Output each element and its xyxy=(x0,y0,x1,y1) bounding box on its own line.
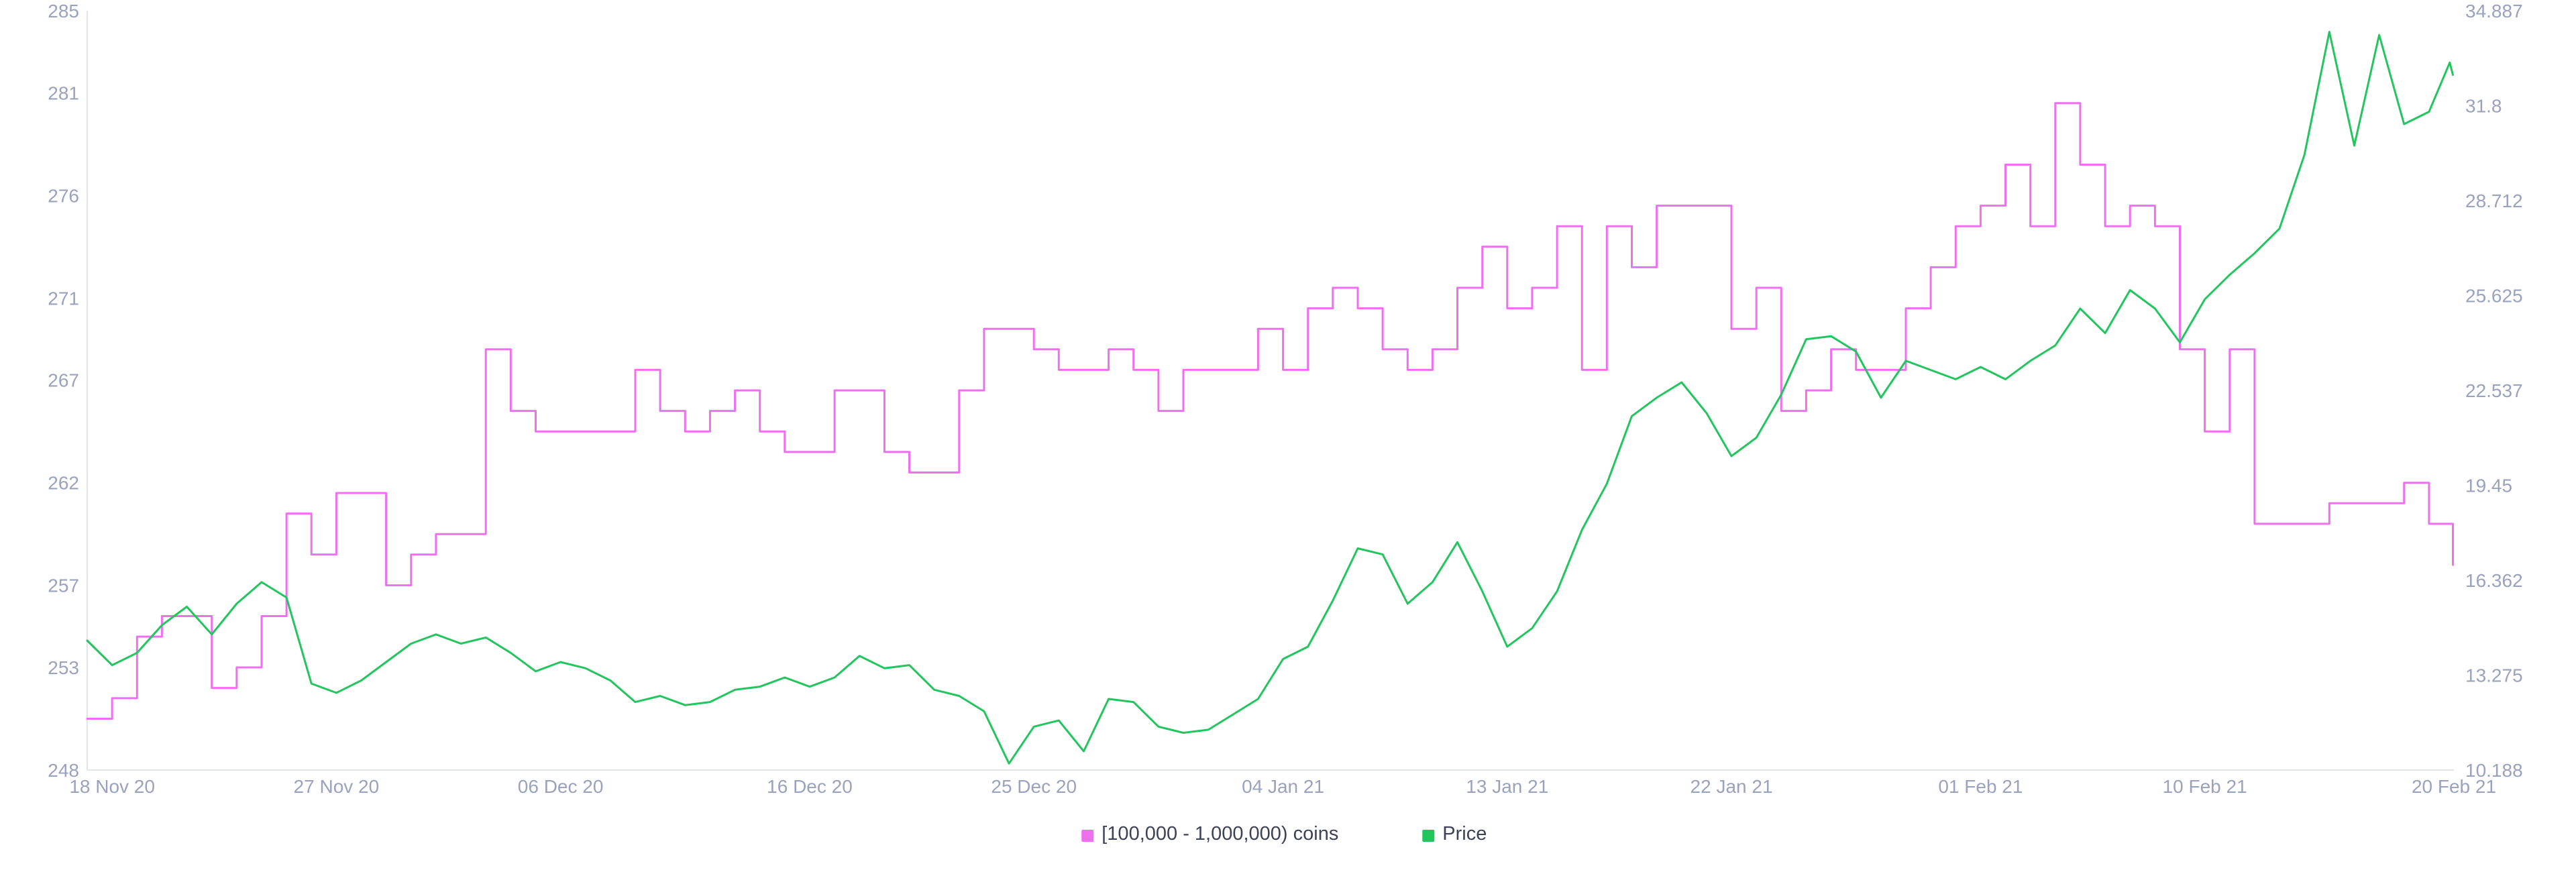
left-axis-tick-labels: 248 253 257 262 267 271 276 281 285 xyxy=(48,1,79,781)
right-tick-label: 31.8 xyxy=(2465,95,2502,116)
right-tick-label: 22.537 xyxy=(2465,380,2523,401)
left-tick-label: 248 xyxy=(48,760,79,781)
left-tick-label: 271 xyxy=(48,288,79,309)
x-tick-label: 01 Feb 21 xyxy=(1938,776,2023,797)
right-tick-label: 25.625 xyxy=(2465,285,2523,306)
left-tick-label: 267 xyxy=(48,370,79,391)
holdings-series-line xyxy=(86,102,2454,720)
x-tick-label: 18 Nov 20 xyxy=(69,776,155,797)
x-tick-label: 06 Dec 20 xyxy=(518,776,604,797)
x-tick-label: 22 Jan 21 xyxy=(1690,776,1773,797)
x-tick-label: 10 Feb 21 xyxy=(2163,776,2247,797)
x-tick-label: 04 Jan 21 xyxy=(1242,776,1324,797)
right-tick-label: 13.275 xyxy=(2465,665,2523,686)
right-tick-label: 16.362 xyxy=(2465,570,2523,591)
left-tick-label: 281 xyxy=(48,83,79,103)
left-tick-label: 276 xyxy=(48,185,79,206)
x-tick-label: 27 Nov 20 xyxy=(294,776,380,797)
left-tick-label: 285 xyxy=(48,1,79,21)
x-tick-label: 25 Dec 20 xyxy=(991,776,1077,797)
legend-swatch xyxy=(1081,830,1094,842)
left-tick-label: 253 xyxy=(48,657,79,678)
legend-swatch xyxy=(1422,830,1435,842)
right-tick-label: 28.712 xyxy=(2465,190,2523,211)
right-tick-label: 34.887 xyxy=(2465,1,2523,21)
legend-label: [100,000 - 1,000,000) coins xyxy=(1102,823,1338,844)
left-tick-label: 262 xyxy=(48,473,79,494)
x-tick-label: 16 Dec 20 xyxy=(767,776,853,797)
legend: [100,000 - 1,000,000) coins Price xyxy=(1081,823,1487,844)
right-axis-tick-labels: 10.188 13.275 16.362 19.45 22.537 25.625 28.71… xyxy=(2465,1,2523,781)
legend-label: Price xyxy=(1442,823,1487,844)
x-tick-label: 13 Jan 21 xyxy=(1466,776,1548,797)
series-layer xyxy=(86,31,2454,765)
price-series-line xyxy=(86,31,2454,765)
right-tick-label: 10.188 xyxy=(2465,760,2523,781)
right-tick-label: 19.45 xyxy=(2465,476,2512,496)
plot-area xyxy=(87,11,2454,771)
left-tick-label: 257 xyxy=(48,576,79,596)
x-tick-label: 20 Feb 21 xyxy=(2412,776,2496,797)
x-axis-tick-labels: 18 Nov 20 27 Nov 20 06 Dec 20 16 Dec 20 25 D… xyxy=(69,776,2496,797)
